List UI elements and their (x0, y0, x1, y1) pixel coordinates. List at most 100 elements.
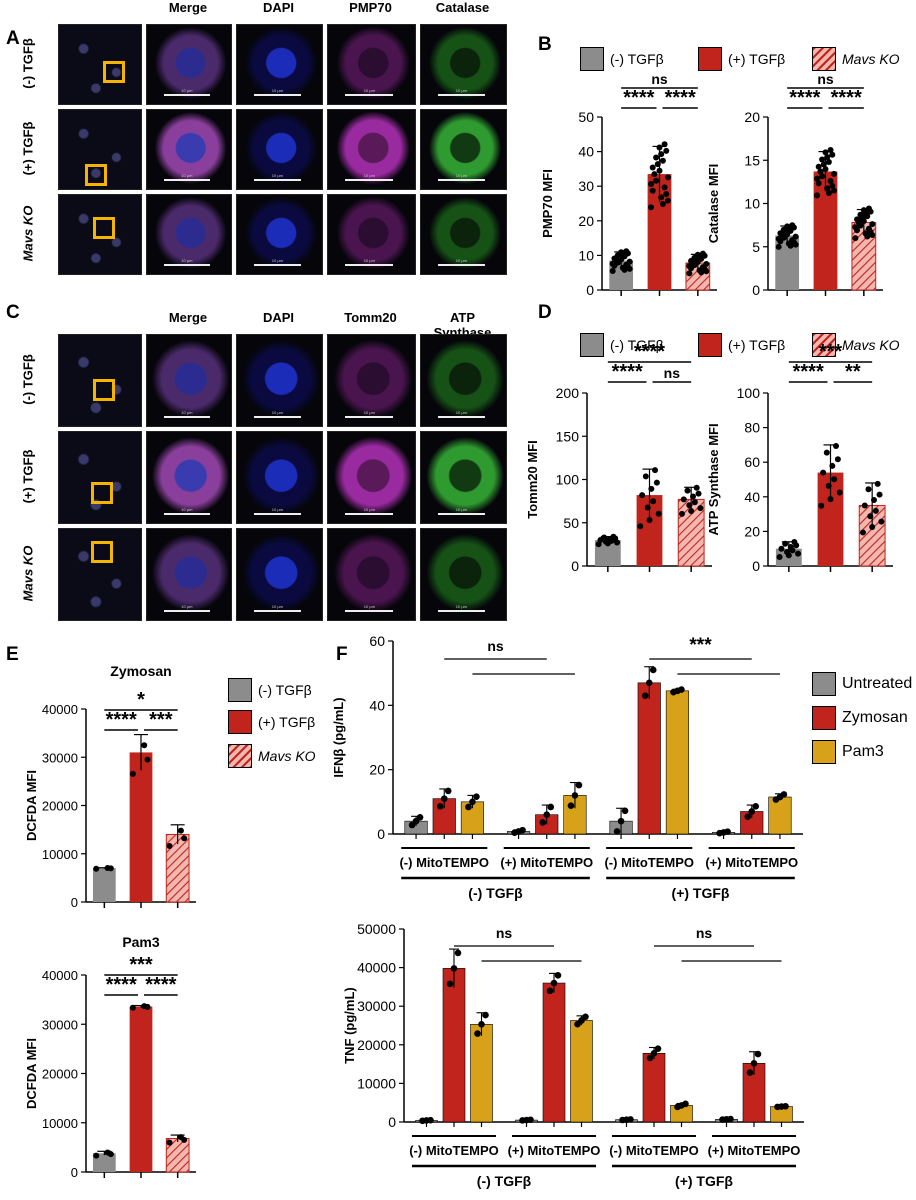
data-point (819, 156, 826, 163)
scale-bar (254, 179, 301, 181)
micrograph-image: 10 μm (420, 24, 507, 105)
significance-label: *** (129, 954, 153, 976)
data-point (641, 692, 649, 699)
roi-box (93, 379, 115, 401)
micrograph-image: 10 μm (327, 528, 416, 621)
group-label: (-) MitoTEMPO (609, 1143, 699, 1158)
data-point (750, 1060, 758, 1067)
scale-bar (254, 610, 301, 612)
significance-label: ns (696, 925, 713, 941)
data-point (823, 449, 830, 456)
scale-bar-label: 10 μm (181, 507, 193, 512)
data-point (830, 187, 837, 194)
y-tick-label: 0 (71, 895, 78, 910)
data-point (474, 1030, 481, 1037)
roi-box (91, 482, 113, 504)
y-tick-label: 0 (388, 1114, 396, 1130)
group-label: (+) MitoTEMPO (705, 855, 798, 870)
data-point (661, 141, 668, 148)
significance-label: *** (689, 635, 712, 656)
bar (665, 690, 690, 835)
data-point (478, 1021, 485, 1028)
data-point (649, 164, 656, 171)
significance-label: ns (651, 71, 668, 87)
data-point (780, 791, 788, 798)
group-label: (-) MitoTEMPO (409, 1143, 499, 1158)
y-tick-label: 0 (377, 826, 385, 842)
data-point (166, 843, 173, 850)
y-tick-label: 80 (744, 420, 760, 436)
panel-label-e: E (6, 644, 19, 665)
data-point (650, 1049, 658, 1057)
chart-title: Zymosan (110, 663, 171, 679)
micrograph-image: 10 μm (146, 194, 232, 275)
scale-bar (254, 264, 301, 266)
column-title: DAPI (262, 310, 295, 325)
data-point (482, 1011, 489, 1019)
scale-bar-label: 10 μm (271, 410, 283, 415)
legend-b-neg: (-) TGFβ (580, 47, 664, 71)
data-point (609, 260, 616, 267)
data-point (817, 168, 824, 175)
y-axis-label: Catalase MFI (706, 164, 721, 243)
data-point (446, 980, 454, 988)
y-tick-label: 30000 (42, 1017, 78, 1032)
data-point (697, 505, 704, 512)
data-point (627, 1116, 634, 1123)
bar (129, 1006, 153, 1172)
data-point (129, 1004, 136, 1011)
y-tick-label: 40 (369, 697, 385, 713)
legend-f-zymosan: Zymosan (812, 706, 908, 730)
scale-bar (345, 513, 394, 515)
group-label: (+) MitoTEMPO (500, 855, 593, 870)
y-tick-label: 0 (586, 282, 594, 298)
data-point (663, 191, 670, 198)
data-point (678, 686, 685, 693)
y-axis-label: Tomm20 MFI (525, 440, 540, 519)
column-title: Merge (168, 0, 208, 15)
data-point (547, 803, 555, 811)
data-point (104, 1149, 111, 1156)
significance-label: **** (665, 87, 696, 109)
data-point (554, 972, 562, 979)
micrograph-image: 10 μm (420, 431, 507, 524)
scale-bar (163, 264, 210, 266)
significance-label: * (137, 689, 145, 711)
data-point (652, 467, 659, 474)
bar (637, 682, 661, 835)
scale-bar-label: 10 μm (455, 410, 467, 415)
scale-bar-label: 10 μm (363, 88, 375, 93)
bar (92, 1153, 116, 1172)
scale-bar (163, 94, 210, 96)
scale-bar-label: 10 μm (271, 173, 283, 178)
data-point (834, 456, 841, 463)
micrograph-image: 10 μm (420, 194, 507, 275)
legend-swatch-red (812, 706, 836, 730)
legend-e-pos: (+) TGFβ (228, 710, 315, 734)
data-point (613, 828, 621, 835)
micrograph-image: 10 μm (146, 334, 232, 427)
scale-bar-label: 10 μm (181, 604, 193, 609)
y-tick-label: 50000 (357, 921, 396, 937)
y-tick-label: 60 (744, 454, 760, 470)
scale-bar (438, 264, 485, 266)
bar (642, 1052, 666, 1123)
bar (570, 1020, 593, 1123)
y-tick-label: 30 (578, 178, 594, 194)
data-point (859, 529, 866, 536)
data-point (181, 835, 188, 842)
significance-label: **** (106, 974, 137, 996)
bar (858, 504, 886, 567)
y-tick-label: 100 (737, 385, 761, 401)
data-point (465, 803, 472, 811)
data-point (454, 949, 462, 957)
data-point (695, 490, 702, 497)
micrograph-image: 10 μm (146, 109, 232, 190)
data-point (527, 1116, 534, 1124)
data-point (614, 539, 621, 546)
data-point (543, 811, 551, 818)
bar (768, 796, 792, 835)
overview-image (58, 431, 142, 524)
data-point (93, 1152, 100, 1159)
bar (470, 1024, 493, 1123)
